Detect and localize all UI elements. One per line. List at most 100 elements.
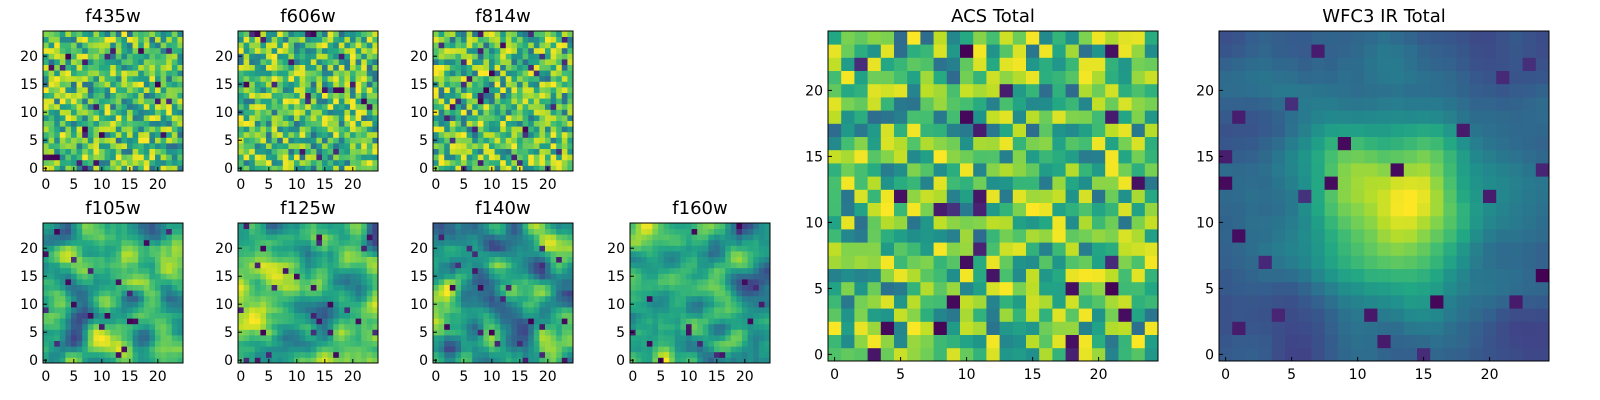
heatmap-cell: [127, 137, 133, 144]
heatmap-cell: [641, 273, 648, 280]
heatmap-cell: [641, 295, 648, 302]
heatmap-cell: [254, 279, 261, 285]
heatmap-cell: [260, 148, 267, 155]
heatmap-cell: [539, 53, 546, 60]
heatmap-cell: [155, 245, 161, 252]
heatmap-cell: [567, 279, 574, 285]
heatmap-cell: [528, 53, 535, 60]
heatmap-cell: [54, 239, 61, 246]
heatmap-cell: [652, 273, 659, 280]
heatmap-cell: [674, 312, 681, 319]
heatmap-cell: [753, 295, 760, 302]
heatmap-cell: [243, 36, 250, 43]
heatmap-cell: [127, 262, 133, 269]
heatmap-cell: [461, 137, 467, 144]
heatmap-cell: [489, 335, 495, 341]
heatmap-cell: [867, 123, 882, 137]
heatmap-cell: [149, 98, 156, 105]
heatmap-cell: [477, 109, 484, 116]
heatmap-cell: [238, 290, 244, 297]
heatmap-cell: [71, 42, 77, 49]
heatmap-cell: [714, 256, 720, 263]
heatmap-cell: [299, 228, 306, 235]
heatmap-cell: [76, 312, 83, 319]
heatmap-cell: [316, 87, 323, 93]
heatmap-cell: [528, 273, 535, 280]
heatmap-cell: [277, 262, 284, 269]
heatmap-cell: [1092, 163, 1106, 177]
heatmap-cell: [338, 36, 345, 43]
heatmap-cell: [59, 126, 66, 133]
heatmap-cell: [999, 308, 1014, 322]
heatmap-cell: [99, 81, 105, 88]
heatmap-cell: [143, 131, 150, 138]
heatmap-cell: [742, 323, 748, 330]
heatmap-cell: [48, 53, 55, 60]
heatmap-cell: [691, 312, 698, 319]
heatmap-cell: [753, 312, 760, 319]
heatmap-cell: [758, 223, 765, 229]
heatmap-cell: [466, 87, 473, 93]
heatmap-cell: [48, 295, 55, 302]
heatmap-cell: [702, 245, 709, 252]
heatmap-cell: [489, 159, 495, 166]
heatmap-cell: [973, 123, 987, 137]
heatmap-cell: [344, 36, 351, 43]
heatmap-cell: [946, 202, 961, 217]
heatmap-cell: [238, 154, 244, 161]
heatmap-cell: [65, 318, 72, 325]
heatmap-cell: [361, 273, 368, 280]
heatmap-cell: [841, 202, 855, 217]
heatmap-cell: [1012, 268, 1027, 283]
heatmap-cell: [561, 251, 568, 257]
heatmap-cell: [327, 295, 334, 302]
heatmap-cell: [333, 103, 340, 110]
heatmap-cell: [121, 256, 128, 263]
heatmap-cell: [338, 307, 345, 313]
heatmap-cell: [333, 154, 340, 161]
heatmap-cell: [310, 154, 317, 161]
heatmap-cell: [736, 323, 743, 330]
heatmap-cell: [344, 267, 351, 274]
heatmap-cell: [87, 323, 94, 330]
heatmap-cell: [489, 239, 495, 246]
heatmap-cell: [907, 163, 921, 177]
heatmap-cell: [294, 290, 300, 297]
heatmap-cell: [556, 273, 563, 280]
heatmap-cell: [477, 165, 484, 172]
heatmap-cell: [138, 357, 145, 364]
heatmap-cell: [372, 70, 379, 77]
heatmap-cell: [93, 148, 100, 155]
heatmap-cell: [327, 75, 334, 82]
heatmap-cell: [87, 301, 94, 308]
heatmap-cell: [333, 335, 340, 341]
heatmap-cell: [333, 251, 340, 257]
heatmap-cell: [556, 120, 563, 127]
heatmap-cell: [166, 323, 173, 330]
heatmap-cell: [489, 92, 495, 99]
heatmap-cell: [54, 251, 61, 257]
heatmap-cell: [99, 59, 105, 65]
heatmap-cell: [333, 273, 340, 280]
heatmap-cell: [316, 92, 323, 99]
heatmap-cell: [238, 143, 244, 149]
heatmap-cell: [472, 159, 479, 166]
heatmap-cell: [277, 70, 284, 77]
heatmap-cell: [561, 103, 568, 110]
heatmap-cell: [355, 36, 362, 43]
heatmap-cell: [277, 251, 284, 257]
heatmap-cell: [556, 340, 563, 347]
heatmap-cell: [511, 262, 518, 269]
heatmap-cell: [271, 346, 278, 353]
heatmap-cell: [444, 42, 451, 49]
heatmap-cell: [177, 103, 184, 110]
heatmap-cell: [104, 154, 111, 161]
heatmap-cell: [82, 137, 89, 144]
heatmap-cell: [149, 329, 156, 336]
heatmap-cell: [658, 318, 664, 325]
heatmap-cell: [249, 75, 256, 82]
heatmap-cell: [494, 351, 501, 358]
heatmap-cell: [630, 279, 636, 285]
heatmap-cell: [708, 273, 715, 280]
heatmap-cell: [160, 262, 167, 269]
